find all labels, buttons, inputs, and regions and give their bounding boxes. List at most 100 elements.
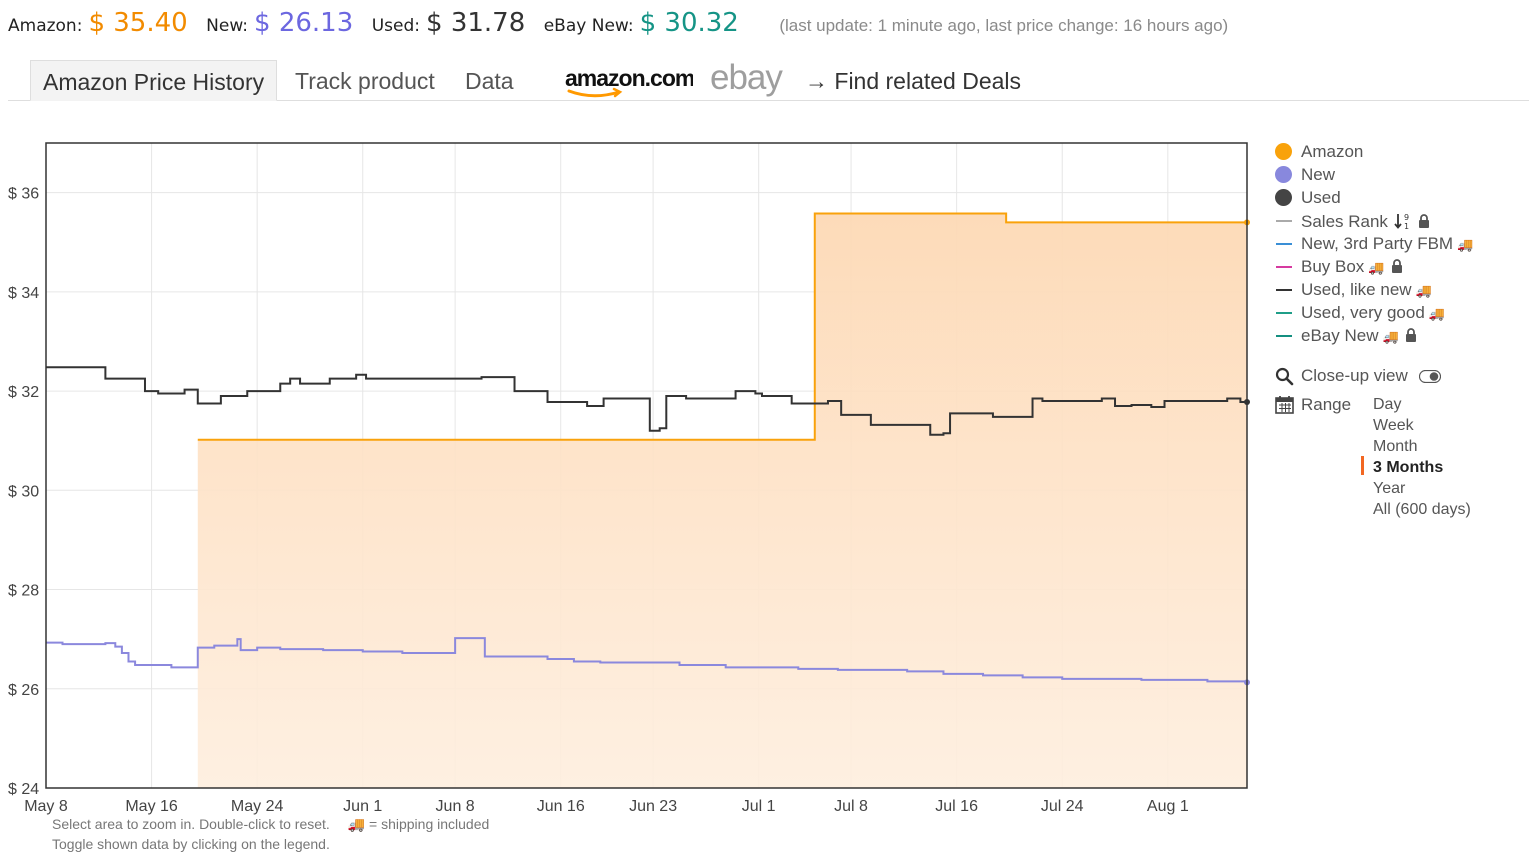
y-tick-label: $ 32: [8, 384, 39, 401]
used-price-label: Used:: [371, 16, 421, 36]
calendar-icon: [1275, 396, 1294, 414]
legend-line-icon: [1276, 266, 1292, 268]
range-option-all-600-days[interactable]: All (600 days): [1373, 501, 1471, 518]
legend-item-new-3rd-party-fbm[interactable]: New, 3rd Party FBM 🚚: [1274, 232, 1524, 255]
x-tick-label: Jun 8: [436, 798, 475, 815]
truck-icon: 🚚: [1457, 237, 1474, 252]
y-tick-label: $ 36: [8, 186, 39, 203]
new-price-label: New:: [206, 16, 249, 36]
zoom-hint-text: Select area to zoom in. Double-click to …: [52, 816, 330, 832]
lock-icon: [1405, 325, 1417, 348]
legend: Amazon New Used Sales Rank 9 1 New, 3rd Party …: [1274, 140, 1524, 347]
x-tick-label: Jun 1: [343, 798, 382, 815]
legend-line-icon: [1276, 312, 1292, 314]
lock-icon: [1391, 256, 1403, 279]
ebay-logo[interactable]: ebay: [710, 58, 783, 97]
x-tick-label: Jun 16: [537, 798, 585, 815]
legend-dot-icon: [1275, 189, 1292, 206]
legend-line-icon: [1276, 289, 1292, 291]
lock-icon: [1418, 211, 1430, 234]
used-price-value: $ 31.78: [426, 8, 526, 38]
area-amazon: [197, 213, 1248, 788]
legend-item-ebay-new[interactable]: eBay New 🚚: [1274, 324, 1524, 347]
legend-label: Used, very good: [1301, 303, 1425, 322]
x-tick-label: Jul 8: [834, 798, 868, 815]
legend-label: Amazon: [1301, 142, 1364, 161]
y-tick-label: $ 34: [8, 285, 39, 302]
legend-label: Sales Rank: [1301, 212, 1388, 231]
legend-dot-icon: [1275, 143, 1292, 160]
line-new: [46, 637, 1248, 683]
x-tick-label: Jul 1: [742, 798, 776, 815]
tab-track-product[interactable]: Track product: [295, 68, 435, 94]
ebay-price-label: eBay New:: [543, 16, 634, 36]
price-history-chart[interactable]: $ 24 $ 26 $ 28 $ 30 $ 32 $ 34 $ 36 May 8 May 16…: [0, 120, 1260, 820]
amazon-area-fill: [197, 213, 1248, 788]
range-options: Day Week Month 3 Months Year All (600 days): [1373, 394, 1471, 520]
legend-item-new[interactable]: New: [1274, 163, 1524, 186]
x-tick-label: Jul 16: [935, 798, 978, 815]
y-tick-label: $ 26: [8, 682, 39, 699]
legend-item-amazon[interactable]: Amazon: [1274, 140, 1524, 163]
legend-item-used-like-new[interactable]: Used, like new 🚚: [1274, 278, 1524, 301]
truck-icon: 🚚: [1428, 306, 1445, 321]
legend-label: Buy Box: [1301, 257, 1365, 276]
amazon-logo-text: amazon.com: [565, 65, 693, 91]
x-tick-label: May 24: [231, 798, 284, 815]
new-price-value: $ 26.13: [254, 8, 354, 38]
legend-item-buy-box[interactable]: Buy Box 🚚: [1274, 255, 1524, 278]
truck-icon: 🚚: [1368, 260, 1385, 275]
range-option-week[interactable]: Week: [1373, 417, 1414, 434]
range-label-text: Range: [1301, 395, 1352, 414]
legend-item-sales-rank[interactable]: Sales Rank 9 1: [1274, 209, 1524, 232]
legend-line-icon: [1276, 335, 1292, 337]
truck-icon: 🚚: [347, 816, 366, 832]
x-axis-ticks: May 8 May 16 May 24 Jun 1 Jun 8 Jun 16 Jun 23 J…: [24, 798, 1189, 815]
y-axis-ticks: $ 24 $ 26 $ 28 $ 30 $ 32 $ 34 $ 36: [8, 186, 39, 798]
find-related-deals-link[interactable]: → Find related Deals: [805, 68, 1022, 94]
amazon-price-value: $ 35.40: [88, 8, 188, 38]
amazon-smile-icon: [567, 89, 621, 98]
range-selected-marker: [1361, 456, 1364, 475]
range-option-year[interactable]: Year: [1373, 480, 1406, 497]
legend-item-used-very-good[interactable]: Used, very good 🚚: [1274, 301, 1524, 324]
amazon-price-label: Amazon:: [8, 16, 83, 36]
y-tick-label: $ 28: [8, 583, 39, 600]
legend-label: eBay New: [1301, 326, 1379, 345]
legend-label: Used: [1301, 188, 1341, 207]
shipping-note: = shipping included: [369, 816, 490, 832]
x-tick-label: Jul 24: [1041, 798, 1084, 815]
truck-icon: 🚚: [1415, 283, 1432, 298]
amazon-logo[interactable]: amazon.com: [563, 64, 693, 100]
x-tick-label: Aug 1: [1147, 798, 1189, 815]
y-tick-label: $ 30: [8, 483, 39, 500]
truck-icon: 🚚: [1382, 329, 1399, 344]
legend-label: New: [1301, 165, 1336, 184]
x-tick-label: Jun 23: [629, 798, 677, 815]
tab-price-history[interactable]: Amazon Price History: [30, 60, 278, 101]
toggle-hint: Toggle shown data by clicking on the leg…: [52, 836, 330, 852]
legend-line-icon: [1276, 220, 1292, 222]
tab-bar: Amazon Price History Track product Data …: [8, 58, 1529, 101]
range-option-month[interactable]: Month: [1373, 438, 1418, 455]
svg-text:1: 1: [1404, 222, 1409, 230]
x-tick-label: May 16: [125, 798, 178, 815]
svg-text:9: 9: [1404, 213, 1409, 222]
line-amazon: [197, 212, 1247, 441]
tab-data[interactable]: Data: [465, 68, 514, 94]
legend-dot-icon: [1275, 166, 1292, 183]
legend-item-used[interactable]: Used: [1274, 186, 1524, 209]
legend-line-icon: [1276, 243, 1292, 245]
line-used: [46, 366, 1247, 436]
toggle-switch-icon[interactable]: [1419, 370, 1441, 383]
range-option-3-months[interactable]: 3 Months: [1373, 459, 1444, 476]
legend-label: Used, like new: [1301, 280, 1412, 299]
closeup-label: Close-up view: [1301, 366, 1408, 385]
last-update-note: (last update: 1 minute ago, last price c…: [779, 16, 1229, 35]
magnifier-icon: [1275, 367, 1294, 386]
ebay-price-value: $ 30.32: [639, 8, 739, 38]
x-tick-label: May 8: [24, 798, 68, 815]
range-option-day[interactable]: Day: [1373, 396, 1402, 413]
zoom-hint: Select area to zoom in. Double-click to …: [52, 816, 489, 833]
